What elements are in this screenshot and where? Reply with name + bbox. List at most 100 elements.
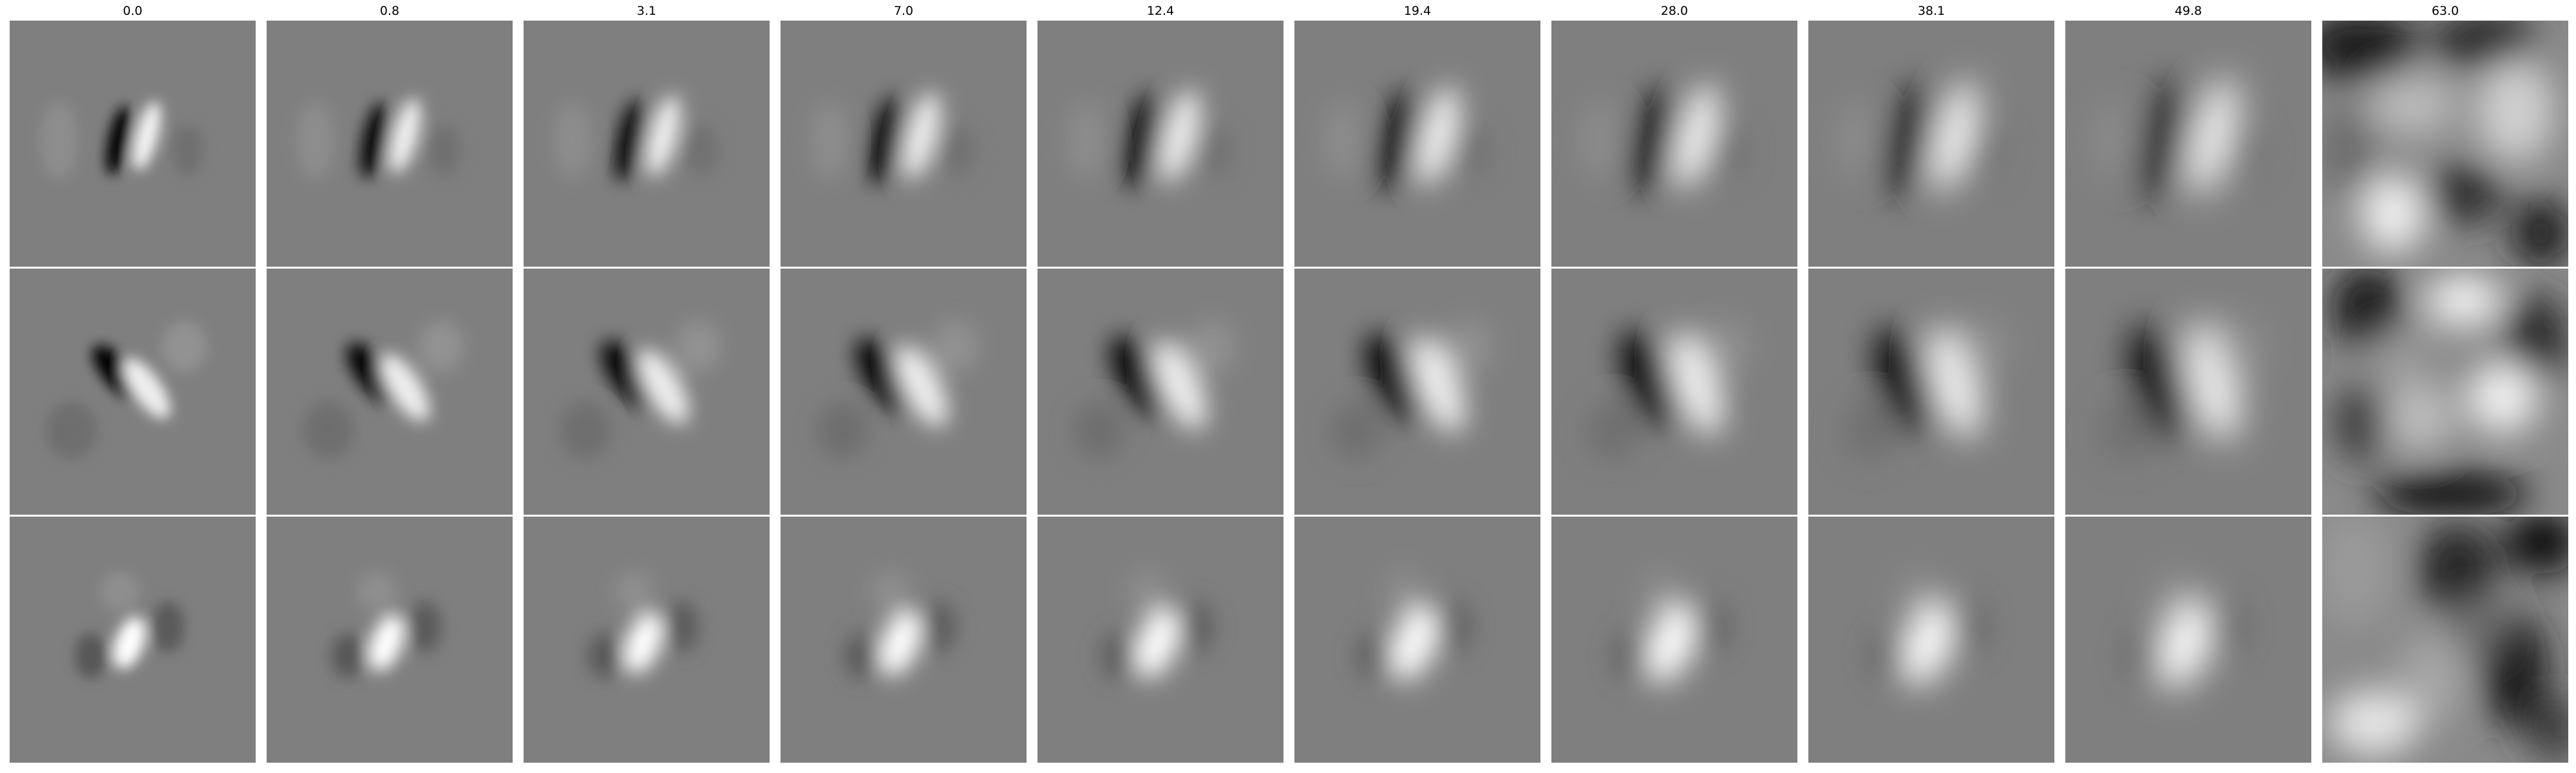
- intensity-blob: [2361, 175, 2425, 253]
- intensity-blob: [2503, 517, 2568, 575]
- intensity-blob: [553, 102, 592, 179]
- filter-image-panel: [524, 517, 770, 763]
- intensity-blob: [2157, 598, 2213, 688]
- intensity-blob: [589, 633, 621, 678]
- filter-image-panel: [1294, 269, 1540, 515]
- intensity-blob: [2101, 401, 2153, 459]
- intensity-blob: [2322, 21, 2419, 82]
- intensity-blob: [1901, 600, 1955, 685]
- intensity-blob: [676, 321, 721, 372]
- intensity-blob: [1180, 601, 1212, 653]
- intensity-blob: [1189, 321, 1235, 372]
- intensity-blob: [895, 345, 948, 427]
- intensity-blob: [2425, 166, 2503, 224]
- filter-image: [1808, 517, 2054, 763]
- filter-image-panel: [1551, 21, 1797, 267]
- intensity-blob: [1324, 102, 1363, 179]
- intensity-blob: [1646, 603, 1696, 683]
- intensity-blob: [1873, 633, 1906, 678]
- filter-image: [781, 269, 1027, 515]
- intensity-blob: [1199, 124, 1231, 176]
- filter-image: [2065, 21, 2311, 267]
- intensity-blob: [2227, 124, 2259, 176]
- intensity-blob: [1359, 633, 1392, 678]
- intensity-blob: [1331, 401, 1382, 459]
- intensity-blob: [1456, 124, 1488, 176]
- filter-image: [2065, 517, 2311, 763]
- filter-image: [1551, 269, 1797, 515]
- intensity-blob: [2217, 321, 2262, 372]
- intensity-blob: [2503, 294, 2567, 385]
- intensity-blob: [1713, 124, 1745, 176]
- intensity-blob: [855, 338, 911, 414]
- filter-image-panel: [1808, 269, 2054, 515]
- intensity-blob: [614, 572, 653, 611]
- filter-image-panel: [1037, 269, 1283, 515]
- intensity-blob: [360, 102, 388, 178]
- intensity-blob: [113, 616, 146, 669]
- intensity-blob: [39, 102, 78, 179]
- intensity-blob: [2477, 59, 2554, 162]
- intensity-blob: [1674, 82, 1718, 189]
- intensity-blob: [381, 354, 430, 421]
- intensity-blob: [904, 92, 940, 180]
- column-title: 7.0: [893, 4, 914, 18]
- filter-image-panel: [781, 269, 1027, 515]
- intensity-blob: [601, 340, 654, 409]
- intensity-blob: [390, 98, 421, 174]
- filter-image: [2065, 269, 2311, 515]
- intensity-blob: [2322, 104, 2374, 195]
- intensity-blob: [2188, 77, 2237, 195]
- intensity-blob: [1931, 80, 1978, 192]
- intensity-blob: [615, 99, 645, 182]
- intensity-blob: [106, 106, 131, 175]
- intensity-blob: [1899, 572, 1938, 611]
- intensity-blob: [1587, 401, 1639, 459]
- column-title: 63.0: [2431, 4, 2459, 18]
- intensity-blob: [846, 633, 878, 678]
- intensity-blob: [880, 609, 921, 676]
- intensity-blob: [1365, 334, 1423, 423]
- filter-image: [1808, 21, 2054, 267]
- intensity-blob: [817, 401, 868, 459]
- filter-image-panel: [267, 269, 513, 515]
- filter-image: [1294, 21, 1540, 267]
- intensity-blob: [1888, 84, 1929, 197]
- filter-image: [2322, 517, 2568, 763]
- intensity-blob: [933, 321, 978, 372]
- filter-image: [781, 21, 1027, 267]
- intensity-blob: [2156, 572, 2195, 611]
- intensity-blob: [2432, 21, 2535, 69]
- intensity-blob: [1633, 86, 1672, 195]
- intensity-blob: [1446, 321, 1492, 372]
- column-title: 38.1: [1917, 4, 1946, 18]
- filter-image-panel: [10, 269, 256, 515]
- filter-image: [524, 517, 770, 763]
- intensity-blob: [2383, 381, 2454, 452]
- intensity-blob: [100, 572, 139, 611]
- intensity-blob: [869, 96, 902, 185]
- intensity-blob: [1437, 601, 1469, 653]
- intensity-blob: [1875, 329, 1935, 432]
- intensity-blob: [1110, 336, 1167, 418]
- filter-image: [524, 21, 770, 267]
- intensity-blob: [1970, 124, 2002, 176]
- intensity-blob: [2419, 523, 2496, 613]
- intensity-blob: [1160, 89, 1199, 183]
- filter-image-panel: [1551, 517, 1797, 763]
- intensity-blob: [2367, 72, 2458, 137]
- intensity-blob: [624, 612, 663, 674]
- filter-image-panel: [1037, 517, 1283, 763]
- intensity-blob: [2335, 385, 2387, 462]
- intensity-blob: [2208, 601, 2240, 653]
- filter-image-panel: [267, 517, 513, 763]
- filter-image-panel: [2322, 517, 2568, 763]
- column-title: 12.4: [1146, 4, 1175, 18]
- intensity-blob: [2467, 362, 2538, 433]
- filter-image: [267, 269, 513, 515]
- intensity-blob: [1960, 321, 2005, 372]
- filter-image-panel: [1808, 517, 2054, 763]
- intensity-blob: [1128, 572, 1167, 611]
- column-title: 3.1: [636, 4, 657, 18]
- intensity-blob: [2374, 472, 2528, 515]
